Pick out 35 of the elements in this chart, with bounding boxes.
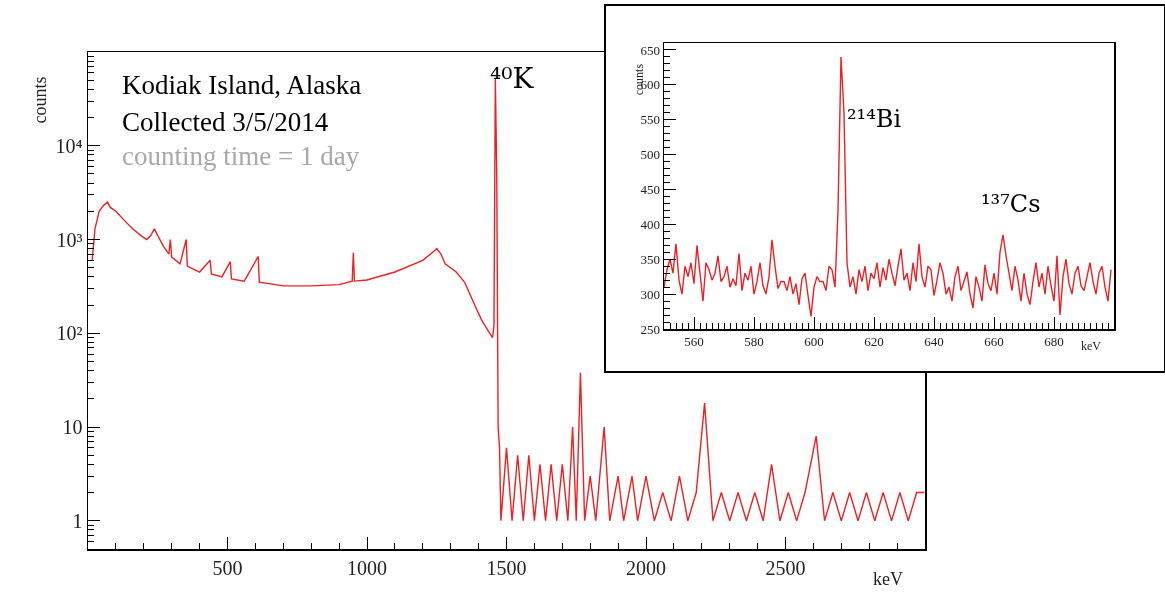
x-axis-title: keV — [873, 569, 903, 589]
y-tick-label: 550 — [640, 112, 660, 128]
x-tick-label: 1500 — [486, 556, 527, 579]
x-tick-label: 500 — [212, 556, 243, 579]
y-tick-label: 400 — [640, 216, 660, 232]
x-tick-label: 600 — [804, 334, 824, 350]
x-tick-label: 660 — [984, 334, 1004, 350]
y-tick-label: 300 — [640, 286, 660, 302]
x-tick-label: 580 — [744, 334, 764, 350]
y-tick-label: 350 — [640, 251, 660, 267]
x-tick-label: 560 — [684, 334, 704, 350]
x-tick-label: 640 — [924, 334, 944, 350]
y-axis-title: counts — [29, 76, 50, 124]
annotation: Kodiak Island, Alaska — [122, 70, 362, 100]
y-tick-label: 450 — [640, 182, 660, 198]
annotation: ⁴⁰K — [490, 62, 535, 95]
x-tick-label: 1000 — [347, 556, 387, 579]
y-tick-label: 10 — [62, 416, 83, 439]
x-tick-label: 2000 — [626, 556, 666, 579]
x-tick-label: 680 — [1044, 334, 1064, 350]
x-axis-title: keV — [1081, 339, 1102, 353]
y-tick-label: 650 — [640, 42, 660, 58]
y-tick-label: 1 — [72, 509, 83, 532]
x-tick-label: 620 — [864, 334, 884, 350]
y-tick-label: 500 — [640, 147, 660, 163]
annotation: ²¹⁴Bi — [847, 105, 902, 133]
y-tick-label: 10³ — [56, 228, 83, 251]
y-tick-label: 10² — [56, 322, 83, 345]
y-tick-label: 250 — [640, 321, 660, 337]
annotation: counting time = 1 day — [122, 141, 360, 171]
line-series — [664, 56, 1112, 318]
annotation: Collected 3/5/2014 — [122, 107, 329, 137]
annotation: ¹³⁷Cs — [981, 190, 1041, 218]
x-tick-label: 2500 — [765, 556, 806, 579]
y-tick-label: 10⁴ — [55, 134, 83, 157]
